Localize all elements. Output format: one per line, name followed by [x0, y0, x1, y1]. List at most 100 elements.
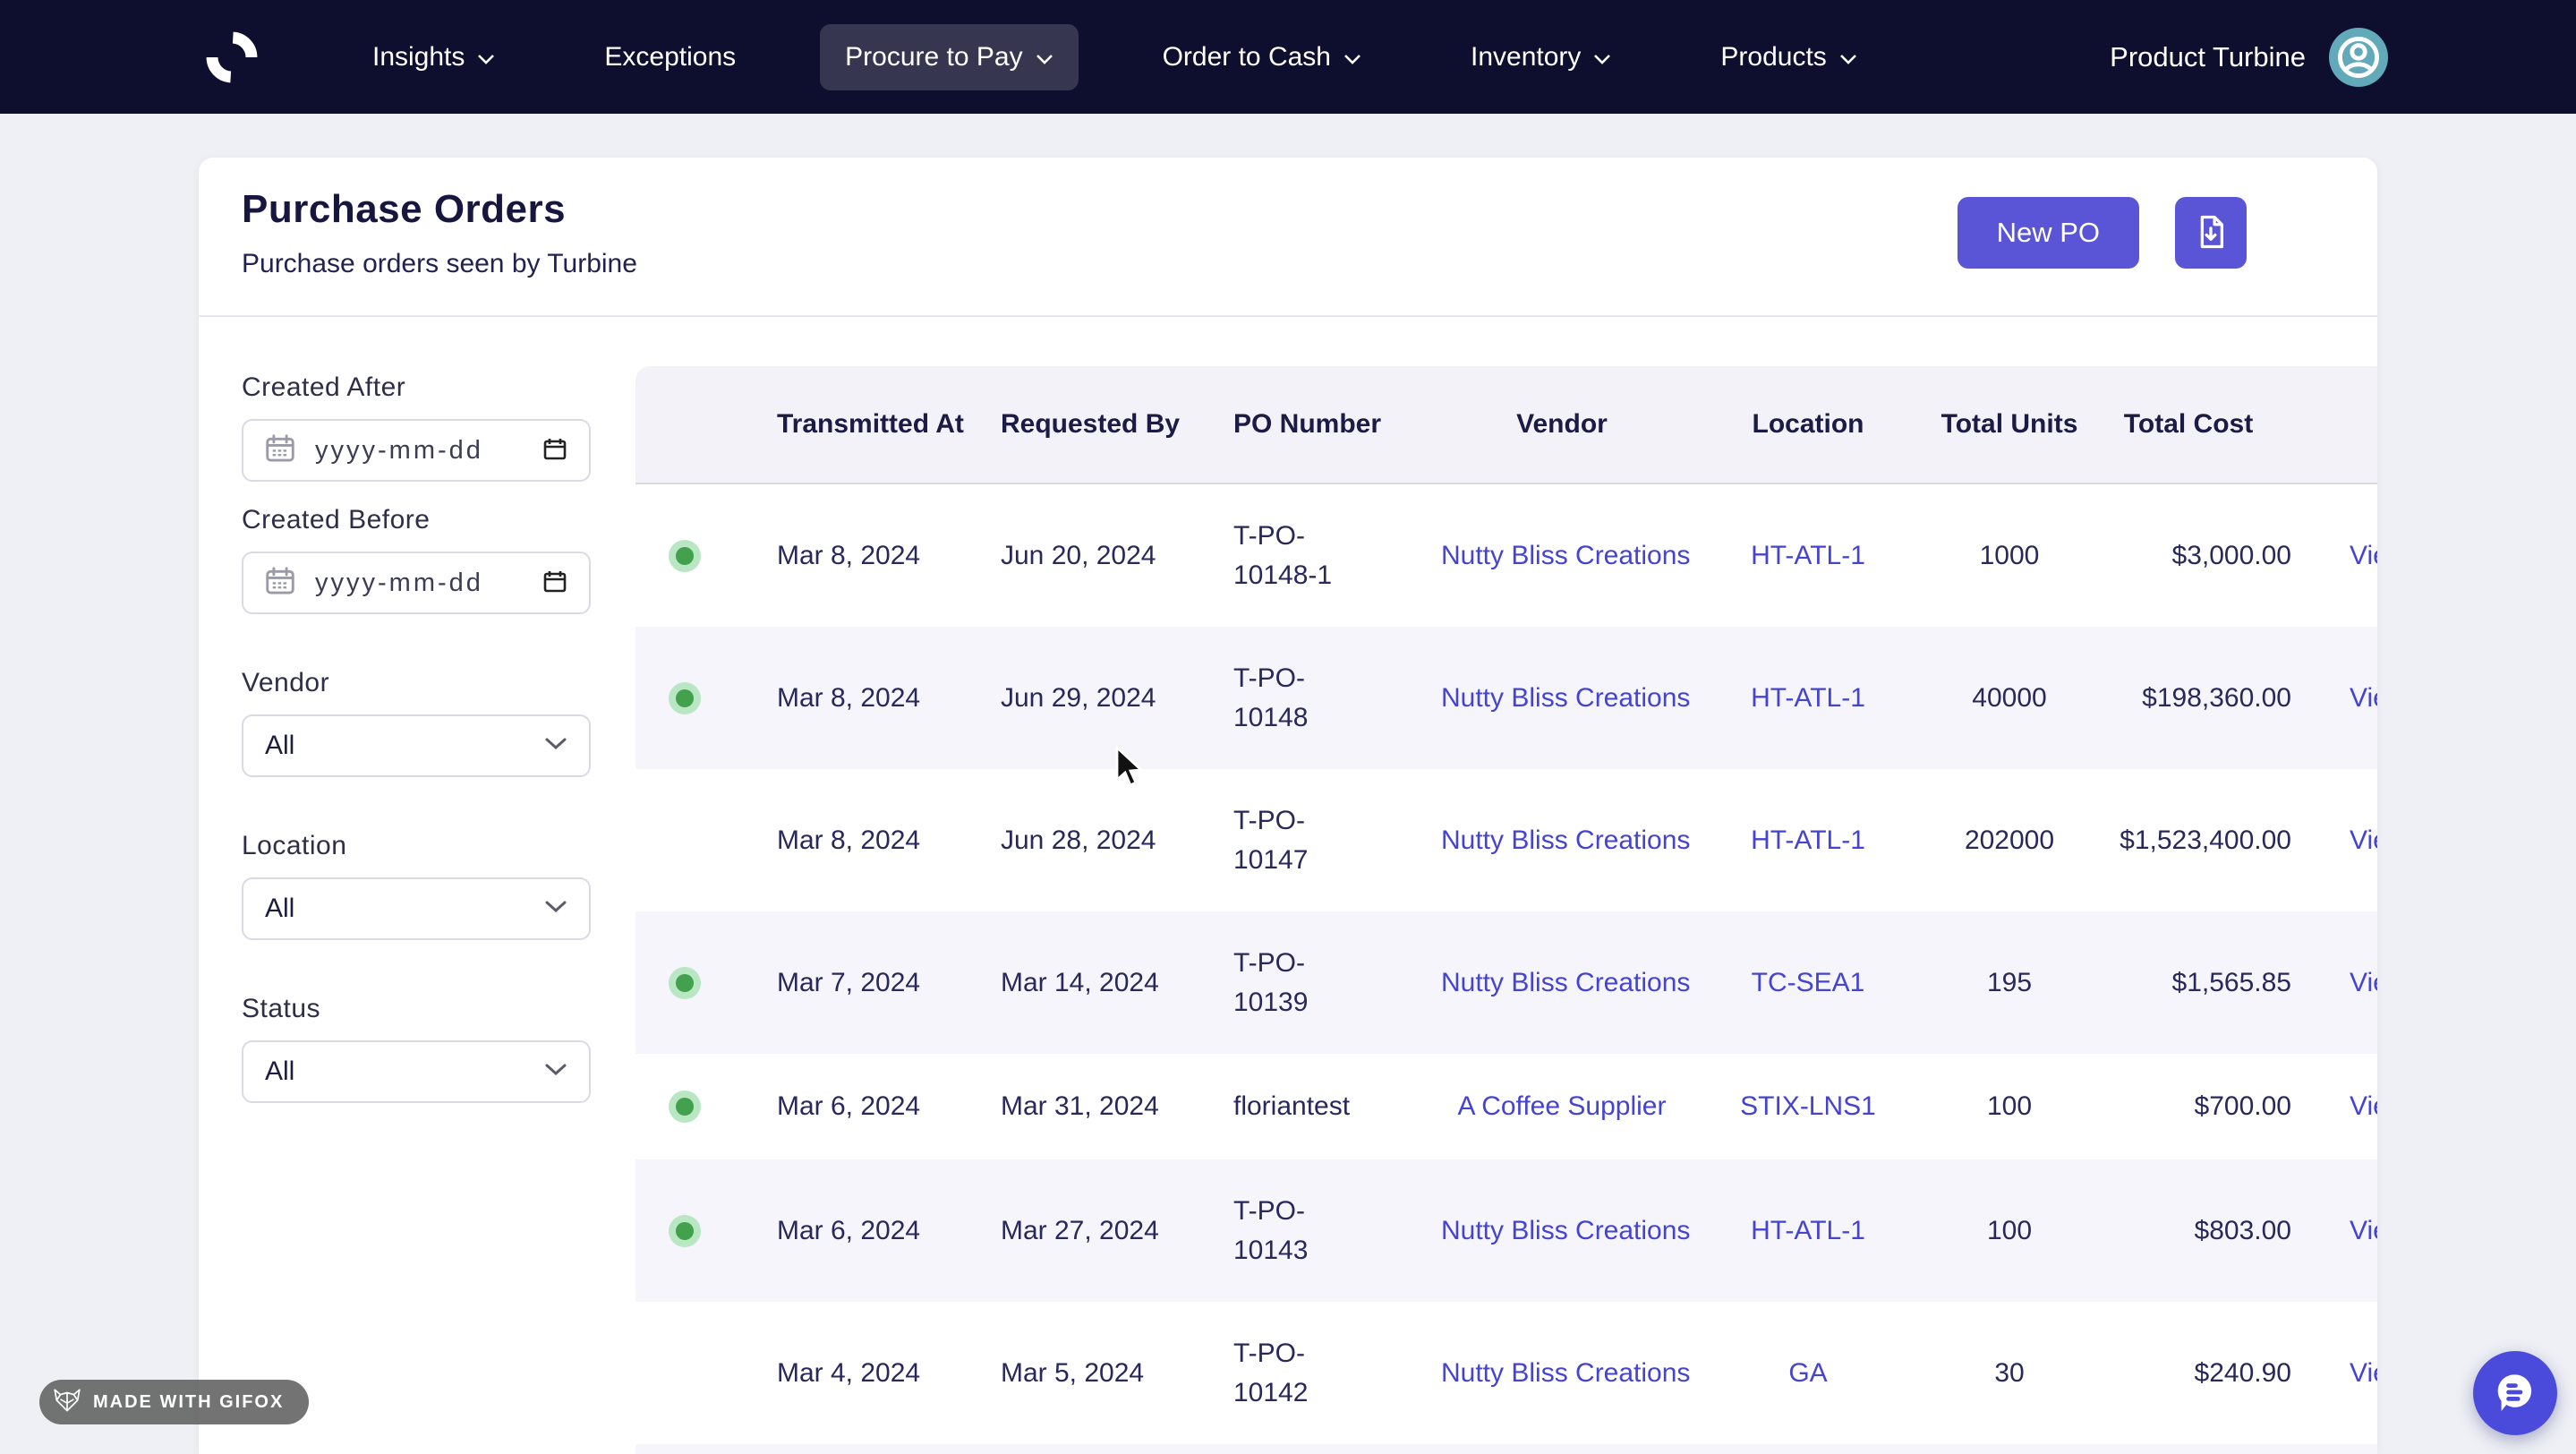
- created-before-input[interactable]: yyyy-mm-dd: [242, 552, 591, 614]
- date-picker-icon[interactable]: [541, 434, 569, 467]
- vendor-link[interactable]: Nutty Bliss Creations: [1441, 968, 1690, 997]
- column-header-po-number: PO Number: [1208, 405, 1441, 444]
- cell-po-number: T-PO-10142: [1208, 1334, 1441, 1412]
- chevron-down-icon: [1343, 42, 1361, 73]
- nav-item-label: Exceptions: [604, 42, 736, 73]
- purchase-orders-card: Purchase Orders Purchase orders seen by …: [199, 158, 2377, 1454]
- status-select[interactable]: All: [242, 1040, 591, 1103]
- date-placeholder: yyyy-mm-dd: [315, 569, 523, 598]
- table-row[interactable]: Mar 6, 2024 Mar 31, 2024 floriantest A C…: [635, 1054, 2377, 1159]
- table-row[interactable]: Mar 8, 2024 Jun 28, 2024 T-PO-10147 Nutt…: [635, 769, 2377, 911]
- cell-transmitted-at: Mar 4, 2024: [734, 1354, 976, 1393]
- location-link[interactable]: HT-ATL-1: [1751, 1216, 1865, 1245]
- cell-transmitted-at: Mar 8, 2024: [734, 821, 976, 860]
- location-link[interactable]: HT-ATL-1: [1751, 683, 1865, 713]
- cell-total-cost: $803.00: [2086, 1211, 2309, 1251]
- chevron-down-icon: [544, 1063, 567, 1082]
- table-row[interactable]: Mar 4, 2024 Mar 5, 2024 T-PO-10142 Nutty…: [635, 1302, 2377, 1444]
- table-row[interactable]: Mar 8, 2024 Jun 20, 2024 T-PO-10148-1 Nu…: [635, 484, 2377, 627]
- location-select[interactable]: All: [242, 877, 591, 940]
- vendor-link[interactable]: Nutty Bliss Creations: [1441, 541, 1690, 570]
- filter-panel: Created After yyyy-mm-dd: [242, 372, 591, 1103]
- location-link[interactable]: GA: [1788, 1358, 1827, 1388]
- cell-transmitted-at: Mar 6, 2024: [734, 1087, 976, 1126]
- location-link[interactable]: HT-ATL-1: [1751, 825, 1865, 855]
- cell-total-cost: $3,000.00: [2086, 536, 2309, 576]
- vendor-link[interactable]: Nutty Bliss Creations: [1441, 683, 1690, 713]
- header-divider: [199, 315, 2377, 317]
- column-header-location: Location: [1683, 405, 1933, 444]
- chat-widget-button[interactable]: [2473, 1351, 2557, 1435]
- nav-item-inventory[interactable]: Inventory: [1446, 24, 1636, 90]
- cell-total-units: 30: [1933, 1354, 2086, 1393]
- cell-total-units: 100: [1933, 1087, 2086, 1126]
- nav-item-order-to-cash[interactable]: Order to Cash: [1138, 24, 1386, 90]
- cell-transmitted-at: Mar 7, 2024: [734, 963, 976, 1003]
- vendor-select-value: All: [265, 731, 294, 761]
- cell-transmitted-at: Mar 6, 2024: [734, 1211, 976, 1251]
- account-name: Product Turbine: [2110, 41, 2306, 73]
- column-header-requested-by: Requested By: [976, 405, 1208, 444]
- view-link[interactable]: View: [2350, 825, 2377, 855]
- gifox-badge[interactable]: MADE WITH GIFOX: [39, 1380, 309, 1424]
- gifox-badge-label: MADE WITH GIFOX: [93, 1392, 284, 1413]
- cell-po-number: T-PO-10143: [1208, 1192, 1441, 1270]
- table-row[interactable]: Mar 7, 2024 Mar 14, 2024 T-PO-10139 Nutt…: [635, 911, 2377, 1054]
- table-row[interactable]: Mar 6, 2024 Mar 27, 2024 T-PO-10143 Nutt…: [635, 1159, 2377, 1302]
- card-header: Purchase Orders Purchase orders seen by …: [199, 158, 2377, 315]
- table-body: Mar 8, 2024 Jun 20, 2024 T-PO-10148-1 Nu…: [635, 484, 2377, 1454]
- cell-transmitted-at: Mar 8, 2024: [734, 536, 976, 576]
- calendar-icon: [263, 432, 297, 470]
- cell-total-cost: $198,360.00: [2086, 679, 2309, 718]
- vendor-link[interactable]: Nutty Bliss Creations: [1441, 1358, 1690, 1388]
- location-link[interactable]: HT-ATL-1: [1751, 541, 1865, 570]
- location-label: Location: [242, 831, 591, 861]
- cell-total-cost: $240.90: [2086, 1354, 2309, 1393]
- column-header-total-units: Total Units: [1933, 405, 2086, 444]
- vendor-link[interactable]: Nutty Bliss Creations: [1441, 825, 1690, 855]
- location-link[interactable]: TC-SEA1: [1752, 968, 1865, 997]
- nav-item-procure-to-pay[interactable]: Procure to Pay: [820, 24, 1078, 90]
- view-link[interactable]: View: [2350, 541, 2377, 570]
- view-link[interactable]: View: [2350, 968, 2377, 997]
- brand-logo-icon[interactable]: [204, 30, 260, 85]
- created-after-label: Created After: [242, 372, 591, 403]
- cell-total-units: 1000: [1933, 536, 2086, 576]
- status-dot-icon: [669, 1215, 701, 1247]
- view-link[interactable]: View: [2350, 683, 2377, 713]
- file-download-icon: [2191, 212, 2231, 254]
- view-link[interactable]: View: [2350, 1358, 2377, 1388]
- calendar-icon: [263, 564, 297, 603]
- nav-item-exceptions[interactable]: Exceptions: [579, 24, 761, 90]
- vendor-select[interactable]: All: [242, 714, 591, 777]
- status-dot-icon: [669, 1090, 701, 1123]
- header-actions: New PO: [1958, 197, 2247, 269]
- nav-item-label: Products: [1720, 42, 1826, 73]
- nav-item-products[interactable]: Products: [1695, 24, 1881, 90]
- table-row[interactable]: Mar 8, 2024 Jun 29, 2024 T-PO-10148 Nutt…: [635, 627, 2377, 769]
- view-link[interactable]: View: [2350, 1216, 2377, 1245]
- cell-total-units: 195: [1933, 963, 2086, 1003]
- export-download-button[interactable]: [2175, 197, 2247, 269]
- table-row[interactable]: Feb 28, 2024 Mar 1, 2024 T-PO-10140 A Co…: [635, 1444, 2377, 1454]
- cell-total-units: 202000: [1933, 821, 2086, 860]
- new-po-button[interactable]: New PO: [1958, 197, 2139, 269]
- created-after-input[interactable]: yyyy-mm-dd: [242, 419, 591, 482]
- cell-total-cost: $1,565.85: [2086, 963, 2309, 1003]
- vendor-link[interactable]: Nutty Bliss Creations: [1441, 1216, 1690, 1245]
- user-avatar[interactable]: [2329, 28, 2388, 87]
- nav-item-insights[interactable]: Insights: [347, 24, 520, 90]
- vendor-label: Vendor: [242, 668, 591, 698]
- nav-item-label: Insights: [372, 42, 465, 73]
- cell-transmitted-at: Mar 8, 2024: [734, 679, 976, 718]
- date-picker-icon[interactable]: [541, 567, 569, 600]
- nav-item-label: Order to Cash: [1163, 42, 1331, 73]
- vendor-link[interactable]: A Coffee Supplier: [1458, 1091, 1667, 1121]
- nav-item-label: Procure to Pay: [845, 42, 1022, 73]
- cell-requested-by: Mar 14, 2024: [976, 963, 1208, 1003]
- cell-requested-by: Jun 28, 2024: [976, 821, 1208, 860]
- cell-requested-by: Jun 20, 2024: [976, 536, 1208, 576]
- column-header-vendor: Vendor: [1441, 405, 1683, 444]
- view-link[interactable]: View: [2350, 1091, 2377, 1121]
- location-link[interactable]: STIX-LNS1: [1740, 1091, 1876, 1121]
